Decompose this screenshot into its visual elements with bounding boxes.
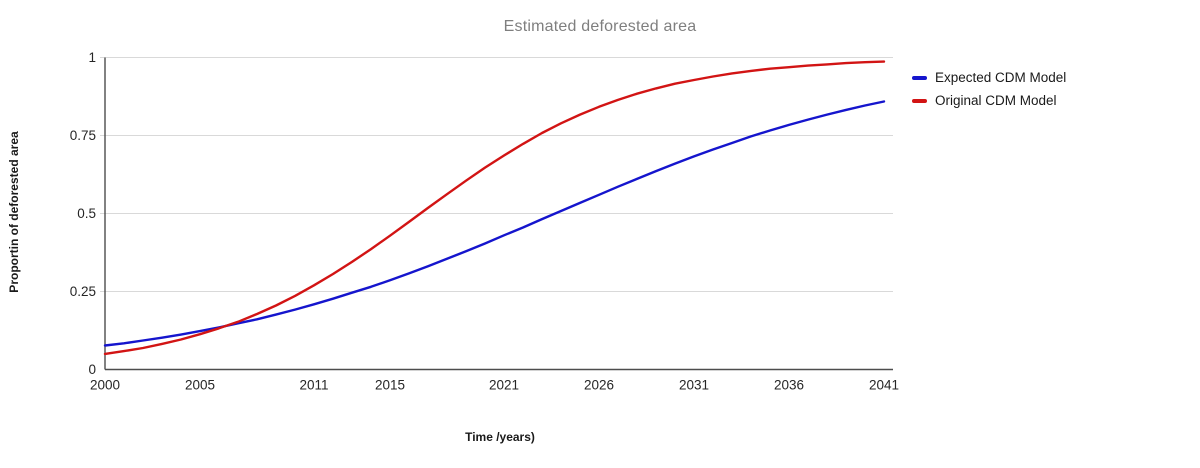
x-axis-title: Time /years) [465, 430, 535, 444]
legend-item-expected-cdm: Expected CDM Model [912, 70, 1066, 85]
x-tick-label: 2021 [489, 378, 519, 393]
legend-label-expected-cdm: Expected CDM Model [935, 70, 1067, 85]
y-tick-label: 0 [88, 362, 96, 377]
chart-title: Estimated deforested area [503, 18, 697, 35]
legend-item-original-cdm: Original CDM Model [912, 93, 1066, 108]
x-tick-label: 2026 [584, 378, 614, 393]
x-tick-label: 2041 [869, 378, 899, 393]
x-tick-label: 2011 [299, 378, 328, 393]
y-tick-label: 0.5 [77, 206, 96, 221]
series-line-0 [103, 100, 886, 347]
x-tick-label: 2005 [185, 378, 215, 393]
legend-label-original-cdm: Original CDM Model [935, 93, 1057, 108]
series-line-1 [103, 60, 886, 356]
x-tick-label: 2036 [774, 378, 804, 393]
legend-swatch-red-icon [912, 98, 927, 103]
legend: Expected CDM Model Original CDM Model [912, 70, 1066, 108]
y-tick-label: 1 [88, 50, 96, 65]
x-tick-label: 2015 [375, 378, 405, 393]
y-tick-label: 0.25 [70, 284, 96, 299]
x-tick-label: 2000 [90, 378, 120, 393]
x-tick-label: 2031 [679, 378, 709, 393]
y-tick-label: 0.75 [70, 128, 96, 143]
legend-swatch-blue-icon [912, 75, 927, 80]
